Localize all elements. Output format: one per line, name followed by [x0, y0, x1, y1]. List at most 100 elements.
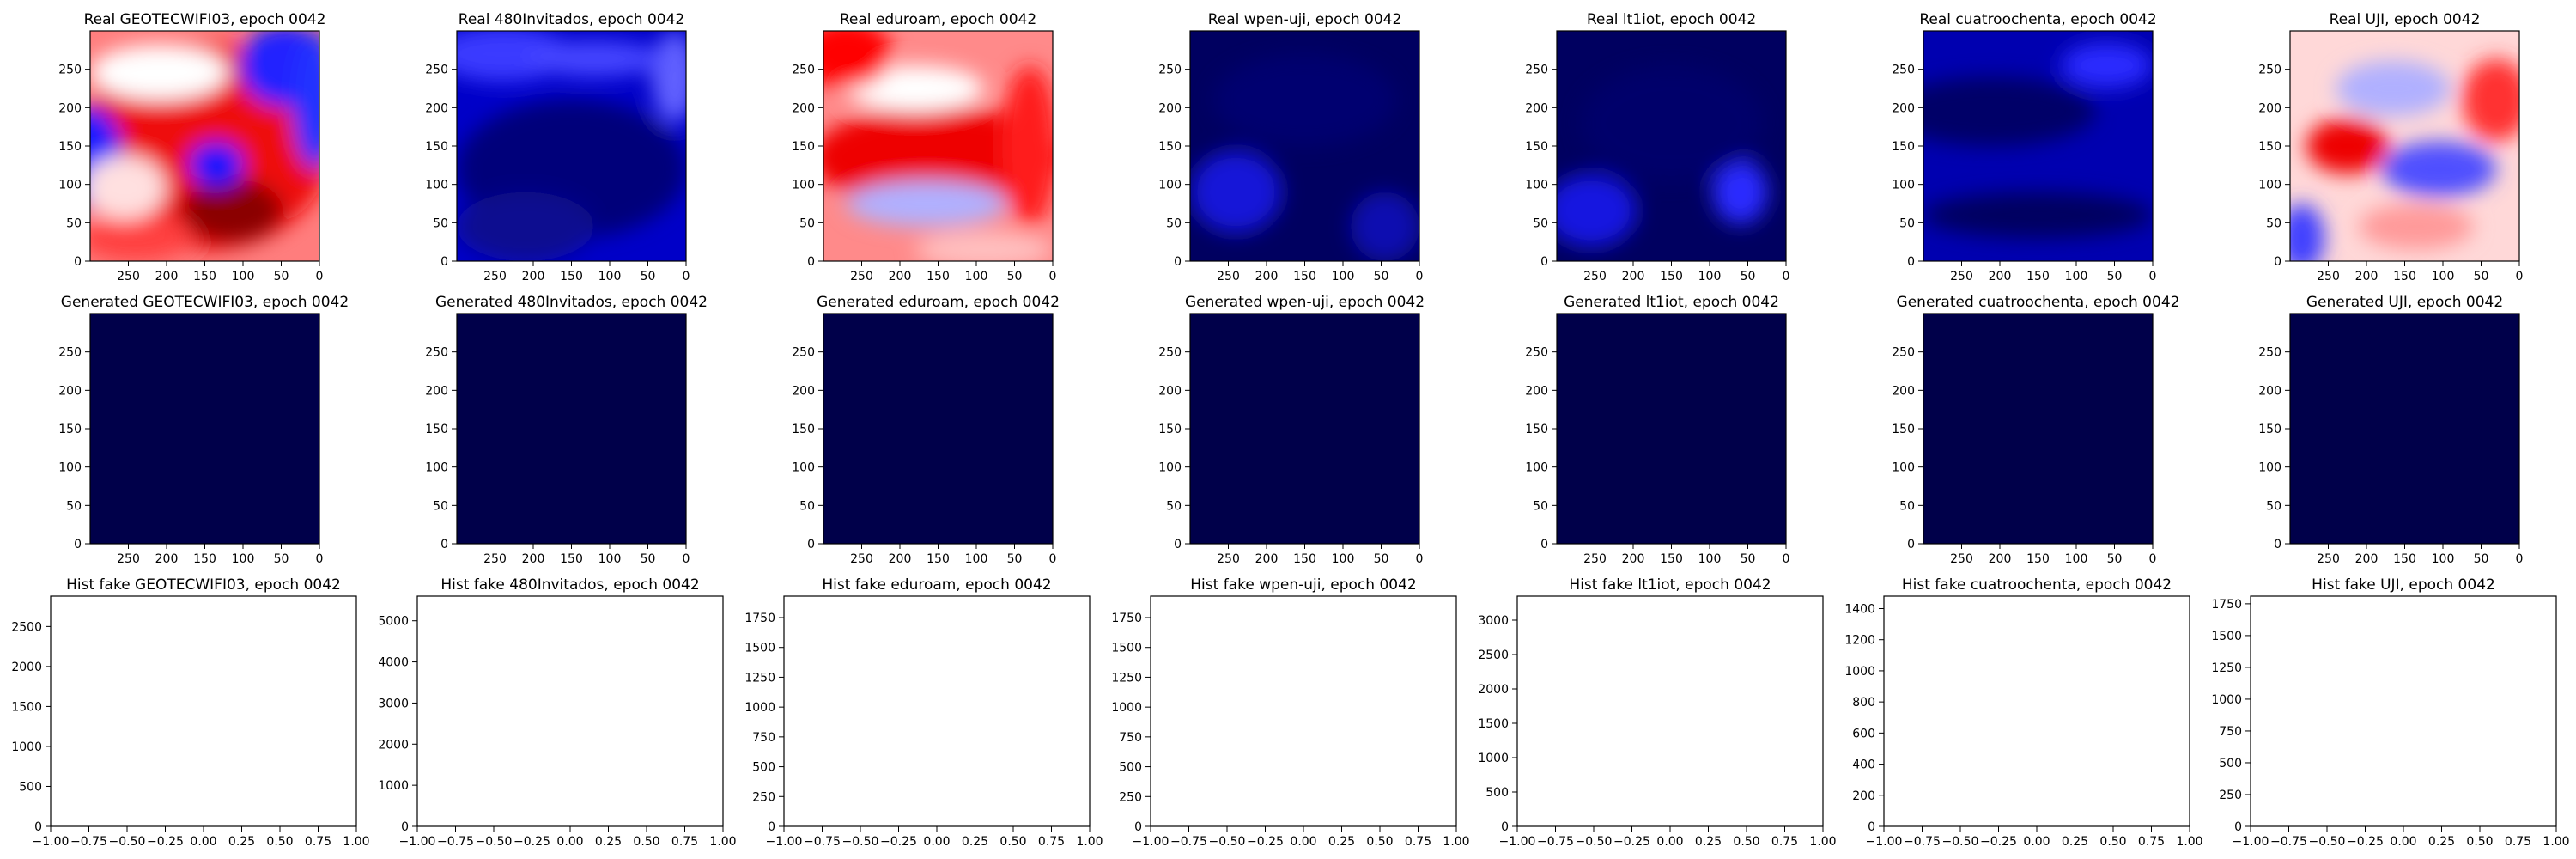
heatmap-image [1557, 314, 1786, 544]
x-tick-label: 0.50 [1366, 835, 1393, 849]
generated-heatmap-panel: Generated wpen-uji, epoch 0042 250 200 150 1… [1158, 294, 1425, 566]
x-tick-label: 0.50 [633, 835, 659, 849]
histogram-panel: Hist fake wpen-uji, epoch 0042 −1.00 −0.75… [1111, 576, 1469, 849]
heatmap-image [1190, 314, 1419, 544]
x-tick-label: 0.75 [1405, 835, 1431, 849]
x-tick-label: 0 [683, 552, 690, 566]
y-tick-label: 150 [792, 140, 815, 154]
x-tick-label: 50 [274, 270, 289, 283]
y-tick-label: 0 [2274, 538, 2281, 551]
y-tick-label: 50 [1533, 499, 1548, 513]
y-tick-label: 750 [752, 731, 775, 745]
y-tick-label: 200 [1158, 384, 1182, 398]
y-tick-label: 0 [401, 820, 409, 834]
y-tick-label: 1500 [11, 700, 42, 714]
y-tick-label: 100 [1525, 179, 1548, 192]
heatmap-image [2290, 31, 2519, 261]
y-tick-label: 150 [1892, 423, 1915, 436]
x-tick-label: 0.25 [962, 835, 988, 849]
x-tick-label: −0.25 [880, 835, 917, 849]
generated-heatmap-panel: Generated GEOTECWIFI03, epoch 0042 250 200… [58, 294, 349, 566]
y-tick-label: 200 [1158, 101, 1182, 115]
x-tick-label: 0.75 [305, 835, 331, 849]
x-tick-label: 150 [2393, 270, 2416, 283]
x-tick-label: 0.75 [671, 835, 698, 849]
x-tick-label: 0 [1416, 552, 1424, 566]
y-tick-label: 1200 [1844, 634, 1875, 648]
y-tick-label: 0 [768, 820, 775, 834]
x-tick-label: 0.25 [595, 835, 622, 849]
y-tick-label: 250 [58, 64, 82, 77]
panel-title: Real GEOTECWIFI03, epoch 0042 [84, 11, 326, 28]
x-tick-label: −0.50 [842, 835, 879, 849]
x-tick-label: −0.50 [1942, 835, 1979, 849]
x-tick-label: 100 [965, 270, 988, 283]
x-tick-label: 150 [1660, 552, 1683, 566]
x-tick-label: 100 [2065, 552, 2088, 566]
y-tick-label: 250 [1119, 790, 1142, 804]
heatmap-image [1923, 31, 2153, 261]
y-tick-label: 0 [2274, 255, 2281, 269]
x-tick-label: 200 [155, 270, 179, 283]
y-tick-label: 150 [58, 423, 82, 436]
generated-heatmap-panel: Generated lt1iot, epoch 0042 250 200 150 100… [1525, 294, 1789, 566]
x-tick-label: 0 [316, 270, 324, 283]
y-tick-label: 250 [425, 64, 448, 77]
x-tick-label: 250 [117, 552, 140, 566]
y-tick-label: 100 [792, 179, 815, 192]
y-tick-label: 1000 [744, 701, 775, 715]
x-tick-label: 0.50 [999, 835, 1026, 849]
y-tick-label: 0 [1174, 255, 1182, 269]
y-tick-label: 250 [1892, 346, 1915, 360]
y-tick-label: 200 [2258, 384, 2281, 398]
panel-title: Real wpen-uji, epoch 0042 [1208, 11, 1402, 28]
y-tick-label: 150 [425, 423, 448, 436]
y-tick-label: 100 [425, 179, 448, 192]
y-tick-label: 0 [1868, 820, 1875, 834]
x-tick-label: 250 [850, 270, 873, 283]
panel-title: Generated lt1iot, epoch 0042 [1564, 294, 1779, 311]
y-tick-label: 0 [1907, 255, 1915, 269]
x-tick-label: 100 [1332, 552, 1355, 566]
x-tick-label: 0 [1049, 552, 1057, 566]
x-tick-label: 0.50 [266, 835, 293, 849]
y-tick-label: 200 [425, 384, 448, 398]
x-tick-label: 150 [1293, 270, 1316, 283]
x-tick-label: −0.50 [1576, 835, 1613, 849]
x-tick-label: 150 [927, 270, 950, 283]
y-tick-label: 1000 [1111, 701, 1142, 715]
heatmap-image [457, 314, 686, 544]
axes-frame [2250, 595, 2557, 827]
panel-title: Hist fake eduroam, epoch 0042 [822, 576, 1051, 594]
x-tick-label: 100 [2432, 552, 2455, 566]
x-tick-label: 0.75 [2138, 835, 2165, 849]
x-tick-label: 250 [117, 270, 140, 283]
x-tick-label: −1.00 [1499, 835, 1536, 849]
x-tick-label: 250 [483, 270, 507, 283]
histogram-panel: Hist fake 480Invitados, epoch 0042−1.00−… [378, 576, 736, 849]
x-tick-label: 0 [1783, 552, 1790, 566]
y-tick-label: 500 [752, 761, 775, 775]
y-tick-label: 100 [1158, 461, 1182, 475]
y-tick-label: 150 [1525, 140, 1548, 154]
y-tick-label: 150 [1525, 423, 1548, 436]
x-tick-label: −1.00 [766, 835, 803, 849]
axes-frame [1516, 595, 1824, 827]
x-tick-label: 1.00 [709, 835, 736, 849]
y-tick-label: 0 [34, 820, 42, 834]
y-tick-label: 1500 [1111, 642, 1142, 655]
axes-frame [50, 595, 357, 827]
x-tick-label: 50 [2107, 270, 2123, 283]
x-tick-label: 1.00 [1076, 835, 1103, 849]
x-tick-label: 100 [965, 552, 988, 566]
y-tick-label: 150 [2258, 140, 2281, 154]
x-tick-label: −0.75 [1537, 835, 1574, 849]
x-tick-label: 0 [1783, 270, 1790, 283]
y-tick-label: 0 [440, 255, 448, 269]
heatmap-image [1923, 314, 2153, 544]
y-tick-label: 0 [440, 538, 448, 551]
y-tick-label: 1250 [744, 671, 775, 685]
x-tick-label: −0.75 [804, 835, 841, 849]
y-tick-label: 4000 [378, 656, 409, 670]
